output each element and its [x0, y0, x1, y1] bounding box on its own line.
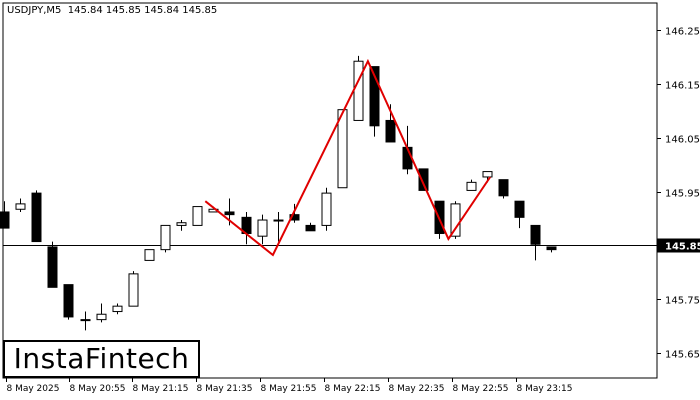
bear-candle [289, 214, 300, 221]
bull-candle [80, 319, 91, 322]
y-tick-label: 146.05 [665, 135, 700, 146]
y-tick-label: 145.65 [665, 350, 700, 361]
bear-candle [0, 211, 10, 229]
bear-candle [31, 192, 42, 243]
bear-candle [369, 66, 380, 127]
x-tick-label: 8 May 22:35 [389, 384, 445, 394]
bull-candle [160, 224, 171, 251]
bull-candle [353, 60, 364, 121]
ohlc-values: 145.84 145.85 145.84 145.85 [67, 5, 218, 16]
symbol-label: USDJPY,M5 [7, 5, 62, 16]
bull-candle [273, 219, 284, 222]
bull-candle [337, 109, 348, 189]
current-price-box [657, 238, 700, 253]
bear-candle [305, 224, 316, 232]
y-tick-label: 145.75 [665, 296, 700, 307]
bull-candle [112, 305, 123, 313]
bear-candle [498, 179, 509, 197]
bull-candle [321, 192, 332, 226]
y-tick-label: 145.95 [665, 189, 700, 200]
plot-frame [2, 2, 658, 379]
brand-logo: InstaFintech [3, 340, 200, 378]
bear-candle [47, 246, 58, 288]
x-tick-label: 8 May 23:15 [517, 384, 573, 394]
x-tick-label: 8 May 20:55 [70, 384, 126, 394]
bear-candle [514, 200, 525, 218]
y-tick-label: 146.15 [665, 81, 700, 92]
bull-candle [144, 249, 155, 261]
bull-candle [482, 171, 493, 178]
chart-header: USDJPY,M5 145.84 145.85 145.84 145.85 [7, 5, 217, 16]
bull-candle [128, 273, 139, 307]
bull-candle [192, 206, 203, 226]
bull-candle [15, 203, 26, 210]
brand-logo-text: InstaFintech [13, 342, 190, 375]
bear-candle [546, 246, 557, 251]
x-tick-label: 8 May 21:55 [261, 384, 317, 394]
pattern-line [204, 58, 492, 257]
bear-candle [530, 224, 541, 245]
bull-candle [176, 222, 187, 226]
x-tick-label: 8 May 21:15 [133, 384, 189, 394]
x-tick-label: 8 May 21:35 [197, 384, 253, 394]
x-tick-label: 8 May 22:55 [453, 384, 509, 394]
bull-candle [257, 219, 268, 237]
bear-candle [224, 211, 235, 216]
bull-candle [466, 181, 477, 191]
current-price-label: 145.85 [665, 242, 700, 253]
bear-candle [418, 168, 429, 191]
bull-candle [96, 313, 107, 321]
x-tick-label: 8 May 22:15 [325, 384, 381, 394]
bear-candle [63, 284, 74, 318]
y-tick-label: 146.25 [665, 27, 700, 38]
bear-candle [385, 119, 396, 143]
x-tick-label: 8 May 2025 [7, 384, 60, 394]
